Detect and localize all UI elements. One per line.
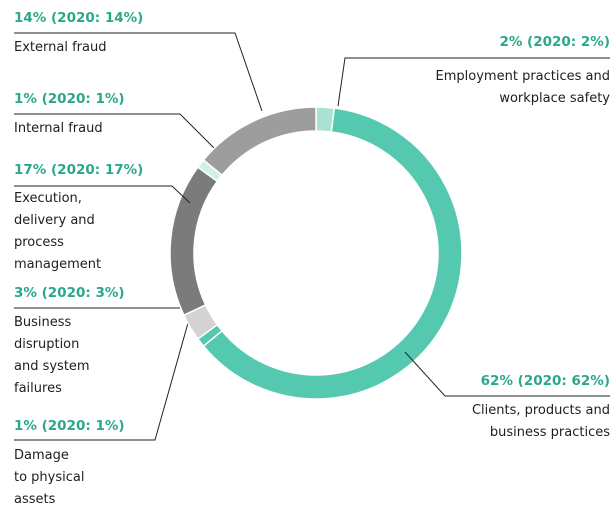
leader-line <box>14 185 191 204</box>
leader-line <box>14 32 263 112</box>
leader-line <box>404 351 610 397</box>
value-label: 1% (2020: 1%) <box>14 91 125 107</box>
leader-line <box>14 299 183 309</box>
leader-line <box>337 57 610 107</box>
category-label: Execution, delivery and process manageme… <box>14 191 102 272</box>
value-label: 3% (2020: 3%) <box>14 285 125 301</box>
category-label: Damage to physical assets <box>14 448 85 507</box>
category-label: Business disruption and system failures <box>14 315 90 396</box>
category-label: Internal fraud <box>14 121 103 136</box>
value-label: 2% (2020: 2%) <box>499 34 610 50</box>
category-label: External fraud <box>14 40 107 55</box>
donut-slice <box>169 166 219 317</box>
leader-line <box>14 113 215 149</box>
value-label: 17% (2020: 17%) <box>14 162 144 178</box>
value-label: 62% (2020: 62%) <box>480 373 610 389</box>
donut-slice <box>202 106 317 177</box>
donut-slice <box>202 107 463 400</box>
category-label: Clients, products and business practices <box>471 403 610 440</box>
value-label: 1% (2020: 1%) <box>14 418 125 434</box>
value-label: 14% (2020: 14%) <box>14 10 144 26</box>
leader-line <box>14 315 191 441</box>
category-label: Employment practices and workplace safet… <box>435 69 610 106</box>
